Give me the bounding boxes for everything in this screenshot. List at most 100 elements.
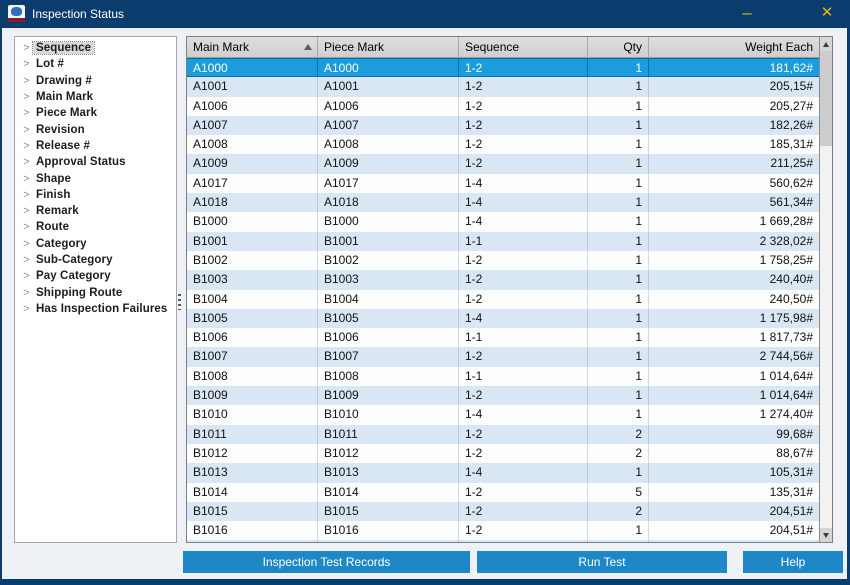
cell-main-mark: A1008 xyxy=(187,135,318,154)
sidebar-item-label: Shipping Route xyxy=(33,287,125,299)
sidebar-item-sub-category[interactable]: > Sub-Category xyxy=(15,252,176,268)
cell-piece-mark: B1005 xyxy=(318,309,459,328)
table-row[interactable]: B1006 B1006 1-1 1 1 817,73# xyxy=(187,328,819,347)
run-test-button[interactable]: Run Test xyxy=(477,551,727,573)
table-row[interactable]: B1012 B1012 1-2 2 88,67# xyxy=(187,444,819,463)
help-button[interactable]: Help xyxy=(743,551,843,573)
sidebar-item-sequence[interactable]: > Sequence xyxy=(15,40,176,56)
chevron-right-icon[interactable]: > xyxy=(20,187,33,203)
cell-qty: 5 xyxy=(588,483,649,502)
splitter-handle[interactable] xyxy=(178,294,181,310)
cell-piece-mark: B1011 xyxy=(318,425,459,444)
table-row[interactable]: B1000 B1000 1-4 1 1 669,28# xyxy=(187,212,819,231)
chevron-right-icon[interactable]: > xyxy=(20,40,33,56)
table-row[interactable]: A1001 A1001 1-2 1 205,15# xyxy=(187,77,819,96)
inspection-test-records-button[interactable]: Inspection Test Records xyxy=(183,551,470,573)
sidebar-item-pay-category[interactable]: > Pay Category xyxy=(15,268,176,284)
sidebar-item-revision[interactable]: > Revision xyxy=(15,121,176,137)
table-row[interactable]: B1002 B1002 1-2 1 1 758,25# xyxy=(187,251,819,270)
column-header-qty[interactable]: Qty xyxy=(588,37,649,58)
table-row[interactable]: A1007 A1007 1-2 1 182,26# xyxy=(187,116,819,135)
sidebar-item-drawing[interactable]: > Drawing # xyxy=(15,73,176,89)
chevron-right-icon[interactable]: > xyxy=(20,138,33,154)
column-header-sequence[interactable]: Sequence xyxy=(459,37,588,58)
minimize-button[interactable]: – xyxy=(731,0,763,28)
chevron-right-icon[interactable]: > xyxy=(20,252,33,268)
sidebar-item-lot[interactable]: > Lot # xyxy=(15,56,176,72)
table-row[interactable]: A1006 A1006 1-2 1 205,27# xyxy=(187,97,819,116)
table-row[interactable]: B1015 B1015 1-2 2 204,51# xyxy=(187,502,819,521)
table-row[interactable]: B1004 B1004 1-2 1 240,50# xyxy=(187,290,819,309)
scrollbar-thumb[interactable] xyxy=(820,51,832,146)
sidebar-item-label: Drawing # xyxy=(33,75,95,87)
scroll-down-button[interactable] xyxy=(820,528,832,542)
cell-weight-each: 1 014,64# xyxy=(649,386,819,405)
scroll-up-button[interactable] xyxy=(820,37,832,51)
cell-sequence: 1-2 xyxy=(459,521,588,540)
cell-sequence: 1-2 xyxy=(459,116,588,135)
sidebar-item-approval-status[interactable]: > Approval Status xyxy=(15,154,176,170)
table-row[interactable]: B1001 B1001 1-1 1 2 328,02# xyxy=(187,232,819,251)
chevron-right-icon[interactable]: > xyxy=(20,285,33,301)
cell-main-mark: B1014 xyxy=(187,483,318,502)
close-button[interactable]: ✕ xyxy=(811,0,843,28)
table-row[interactable]: B1016 B1016 1-2 1 204,51# xyxy=(187,521,819,540)
cell-piece-mark: B1008 xyxy=(318,367,459,386)
table-row[interactable]: A1018 A1018 1-4 1 561,34# xyxy=(187,193,819,212)
cell-main-mark: B1010 xyxy=(187,405,318,424)
table-row[interactable]: B1011 B1011 1-2 2 99,68# xyxy=(187,425,819,444)
table-row[interactable]: B1010 B1010 1-4 1 1 274,40# xyxy=(187,405,819,424)
chevron-right-icon[interactable]: > xyxy=(20,268,33,284)
cell-main-mark: B1004 xyxy=(187,290,318,309)
cell-piece-mark: B1012 xyxy=(318,444,459,463)
sidebar-item-category[interactable]: > Category xyxy=(15,236,176,252)
table-row[interactable]: A1000 A1000 1-2 1 181,62# xyxy=(187,58,819,77)
table-row[interactable]: B1013 B1013 1-4 1 105,31# xyxy=(187,463,819,482)
sidebar-item-piece-mark[interactable]: > Piece Mark xyxy=(15,105,176,121)
cell-main-mark: A1006 xyxy=(187,97,318,116)
cell-weight-each: 204,51# xyxy=(649,502,819,521)
sidebar-item-shape[interactable]: > Shape xyxy=(15,170,176,186)
table-row[interactable]: B1014 B1014 1-2 5 135,31# xyxy=(187,483,819,502)
minimize-icon: – xyxy=(742,3,751,22)
table-row[interactable]: A1008 A1008 1-2 1 185,31# xyxy=(187,135,819,154)
sidebar-item-has-inspection-failures[interactable]: > Has Inspection Failures xyxy=(15,301,176,317)
chevron-right-icon[interactable]: > xyxy=(20,122,33,138)
table-row[interactable]: B1007 B1007 1-2 1 2 744,56# xyxy=(187,347,819,366)
chevron-right-icon[interactable]: > xyxy=(20,203,33,219)
table-row[interactable]: B1009 B1009 1-2 1 1 014,64# xyxy=(187,386,819,405)
cell-weight-each: 105,31# xyxy=(649,463,819,482)
chevron-right-icon[interactable]: > xyxy=(20,56,33,72)
column-header-piece-mark[interactable]: Piece Mark xyxy=(318,37,459,58)
table-row[interactable]: B1017 B1017 1-2 1 232,33# xyxy=(187,540,819,542)
app-icon-stripe xyxy=(8,18,25,22)
chevron-right-icon[interactable]: > xyxy=(20,171,33,187)
cell-main-mark: B1007 xyxy=(187,347,318,366)
cell-qty: 1 xyxy=(588,232,649,251)
chevron-right-icon[interactable]: > xyxy=(20,301,33,317)
chevron-right-icon[interactable]: > xyxy=(20,73,33,89)
table-row[interactable]: A1017 A1017 1-4 1 560,62# xyxy=(187,174,819,193)
chevron-right-icon[interactable]: > xyxy=(20,105,33,121)
sidebar-item-remark[interactable]: > Remark xyxy=(15,203,176,219)
sidebar-item-main-mark[interactable]: > Main Mark xyxy=(15,89,176,105)
chevron-right-icon[interactable]: > xyxy=(20,154,33,170)
table-row[interactable]: B1005 B1005 1-4 1 1 175,98# xyxy=(187,309,819,328)
cell-weight-each: 1 669,28# xyxy=(649,212,819,231)
chevron-right-icon[interactable]: > xyxy=(20,219,33,235)
column-header-main-mark[interactable]: Main Mark xyxy=(187,37,318,58)
cell-qty: 1 xyxy=(588,367,649,386)
sidebar-item-shipping-route[interactable]: > Shipping Route xyxy=(15,284,176,300)
sidebar-item-release[interactable]: > Release # xyxy=(15,138,176,154)
table-row[interactable]: A1009 A1009 1-2 1 211,25# xyxy=(187,154,819,173)
cell-piece-mark: B1015 xyxy=(318,502,459,521)
chevron-right-icon[interactable]: > xyxy=(20,236,33,252)
cell-main-mark: B1006 xyxy=(187,328,318,347)
chevron-right-icon[interactable]: > xyxy=(20,89,33,105)
vertical-scrollbar[interactable] xyxy=(819,37,832,542)
sidebar-item-route[interactable]: > Route xyxy=(15,219,176,235)
table-row[interactable]: B1003 B1003 1-2 1 240,40# xyxy=(187,270,819,289)
sidebar-item-finish[interactable]: > Finish xyxy=(15,187,176,203)
table-row[interactable]: B1008 B1008 1-1 1 1 014,64# xyxy=(187,367,819,386)
column-header-weight-each[interactable]: Weight Each xyxy=(649,37,819,58)
